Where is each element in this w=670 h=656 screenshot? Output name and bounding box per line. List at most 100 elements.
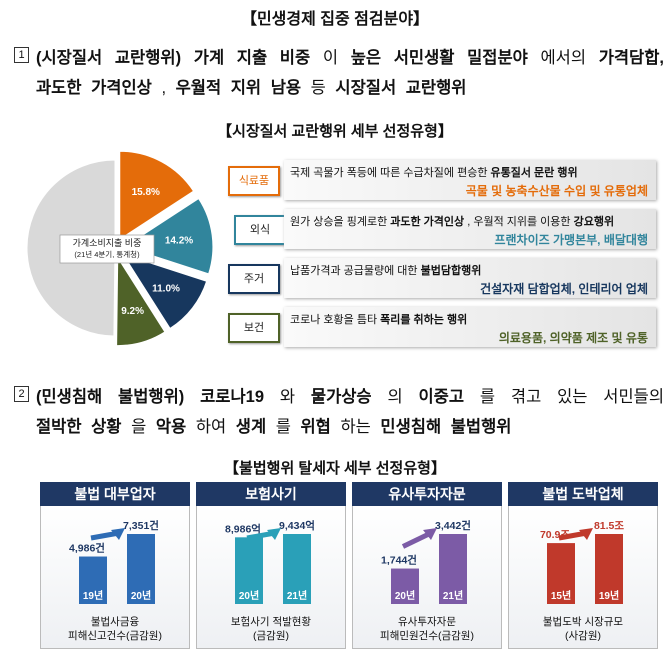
panel-body: 19년 4,986건 20년 7,351건 불법사금융 피해신고건수(금감원) <box>40 506 190 649</box>
desc-target: 의료용품, 의약품 제조 및 유통 <box>498 331 648 345</box>
panel-caption: (사감원) <box>565 630 601 642</box>
panel-caption: 피해민원건수(금감원) <box>380 630 474 642</box>
text-segment: 를 <box>275 418 301 436</box>
bar <box>391 568 419 604</box>
slice-label: 14.2% <box>165 236 193 247</box>
type-desc: 코로나 호황을 틈타 폭리를 취하는 행위 의료용품, 의약품 제조 및 유통 <box>284 307 656 347</box>
bar-chart: 20년 8,986억 21년 9,434억 <box>225 520 315 604</box>
text-segment: 를 겪고 있는 서민들의 <box>479 388 665 406</box>
bar-category: 20년 <box>131 589 151 602</box>
panel-caption: (금감원) <box>253 630 289 642</box>
text-segment: 물가상승 <box>310 388 372 406</box>
type-label: 식료품 <box>228 166 280 196</box>
text-segment: 가계 지출 비중 <box>193 49 311 67</box>
center-label-box <box>59 234 155 264</box>
panel-title: 불법 대부업자 <box>40 482 190 506</box>
bar-category: 15년 <box>551 589 571 602</box>
panel-caption: 불법도박 시장규모 <box>542 616 624 628</box>
value-label: 8,986억 <box>225 523 261 535</box>
value-label: 1,744건 <box>381 554 417 567</box>
text-segment: 가격담합, <box>598 49 664 67</box>
center-label: (21년 4분기, 통계청) <box>74 249 140 259</box>
trend-arrow <box>401 530 433 549</box>
panel-caption: 피해신고건수(금감원) <box>68 630 162 642</box>
type-desc: 납품가격과 공급물량에 대한 불법담합행위 건설자재 담합업체, 인테리어 업체 <box>284 258 656 298</box>
bar-chart: 19년 4,986건 20년 7,351건 <box>69 519 159 604</box>
bar <box>595 534 623 604</box>
text-segment: 코로나19 <box>200 388 265 406</box>
panel: 불법 대부업자 19년 4,986건 20년 7,351건 불법사금융 피해신고건수(금감원… <box>40 482 190 649</box>
type-desc: 원가 상승을 핑계로한 과도한 가격인상 , 우월적 지위를 이용한 강요행위 … <box>284 209 656 249</box>
section-line: 절박한 상황 을 악용 하여 생계 를 위협 하는 민생침해 불법행위 <box>36 413 664 437</box>
bar <box>283 534 311 604</box>
text-segment: 원가 상승을 핑계로한 <box>290 216 391 228</box>
section-line: (민생침해 불법행위) 코로나19 와 물가상승 의 이중고 를 겪고 있는 서… <box>36 383 664 407</box>
pie-slice <box>119 150 195 241</box>
text-segment: 와 <box>279 388 311 406</box>
panel-title: 보험사기 <box>196 482 346 506</box>
text-segment: 에서의 <box>540 49 599 67</box>
text-segment: 이 <box>322 49 351 67</box>
text-segment: 의 <box>387 388 419 406</box>
text-segment: 우월적 지위 남용 <box>175 79 302 97</box>
text-segment: 시장질서 교란행위 <box>335 79 467 97</box>
center-label: 가계소비지출 비중 <box>73 237 142 248</box>
panel-caption: 불법사금융 <box>90 616 140 628</box>
value-label: 9,434억 <box>279 520 315 532</box>
text-segment: 국제 곡물가 폭등에 따른 수급차질에 편승한 <box>290 167 491 179</box>
panel-caption: 유사투자자문 <box>398 616 456 628</box>
desc-target: 건설자재 담합업체, 인테리어 업체 <box>480 282 648 296</box>
bar-chart: 20년 1,744건 21년 3,442건 <box>381 519 471 604</box>
bar <box>127 534 155 604</box>
text-segment: (민생침해 불법행위) <box>36 388 185 406</box>
text-segment: 납품가격과 공급물량에 대한 <box>290 265 421 277</box>
desc-line: 국제 곡물가 폭등에 따른 수급차질에 편승한 유통질서 문란 행위 <box>290 164 578 180</box>
slice-label: 15.8% <box>132 187 160 198</box>
type-label: 보건 <box>228 313 280 343</box>
text-segment: 을 <box>131 418 156 436</box>
panel: 불법 도박업체 15년 70.9조 19년 81.5조 불법도박 시장규모 (사감원) <box>508 482 658 649</box>
text-segment: 하는 <box>340 418 381 436</box>
text-segment: 생계 <box>235 418 267 436</box>
section-line: 과도한 가격인상 , 우월적 지위 남용 등 시장질서 교란행위 <box>36 74 664 98</box>
section-number: 1 <box>14 47 29 63</box>
value-label: 3,442건 <box>435 519 471 532</box>
desc-target: 곡물 및 농축수산물 수입 및 유통업체 <box>465 184 648 198</box>
text-segment: 폭리를 취하는 행위 <box>380 314 468 326</box>
text-segment: 과도한 가격인상 <box>390 216 465 228</box>
bar <box>79 556 107 604</box>
bar-category: 19년 <box>599 589 619 602</box>
text-segment: , <box>161 79 176 97</box>
type-label: 외식 <box>234 215 286 245</box>
panel-caption: 보험사기 적발현황 <box>230 616 312 628</box>
type-label: 주거 <box>228 264 280 294</box>
bar-category: 21년 <box>287 589 307 602</box>
text-segment: 등 <box>310 79 336 97</box>
bar-category: 20년 <box>239 589 259 602</box>
text-segment: 코로나 호황을 틈타 <box>290 314 381 326</box>
bar <box>547 543 575 604</box>
text-segment: 악용 <box>155 418 187 436</box>
text-segment: , 우월적 지위를 이용한 <box>467 216 574 228</box>
text-segment: 강요행위 <box>573 216 615 228</box>
arrow-head <box>111 528 125 540</box>
pie-chart: 15.8% 14.2% 11.0% 9.2% 가계소비지출 비중(21년 4분기, 통계… <box>26 150 214 347</box>
text-segment: 절박한 상황 <box>36 418 122 436</box>
subtitle: 【불법행위 탈세자 세부 선정유형】 <box>224 460 446 477</box>
text-segment: 민생침해 불법행위 <box>380 418 512 436</box>
subtitle: 【시장질서 교란행위 세부 선정유형】 <box>217 123 453 140</box>
desc-line: 납품가격과 공급물량에 대한 불법담합행위 <box>290 262 481 278</box>
text-segment: 불법담합행위 <box>420 265 482 277</box>
text-segment: 과도한 가격인상 <box>36 79 152 97</box>
panel-title: 유사투자자문 <box>352 482 502 506</box>
desc-line: 코로나 호황을 틈타 폭리를 취하는 행위 <box>290 311 467 327</box>
text-segment: (시장질서 교란행위) <box>36 49 182 67</box>
pie-slice <box>121 253 208 330</box>
text-segment: 유통질서 문란 행위 <box>490 167 578 179</box>
value-label: 4,986건 <box>69 542 105 555</box>
